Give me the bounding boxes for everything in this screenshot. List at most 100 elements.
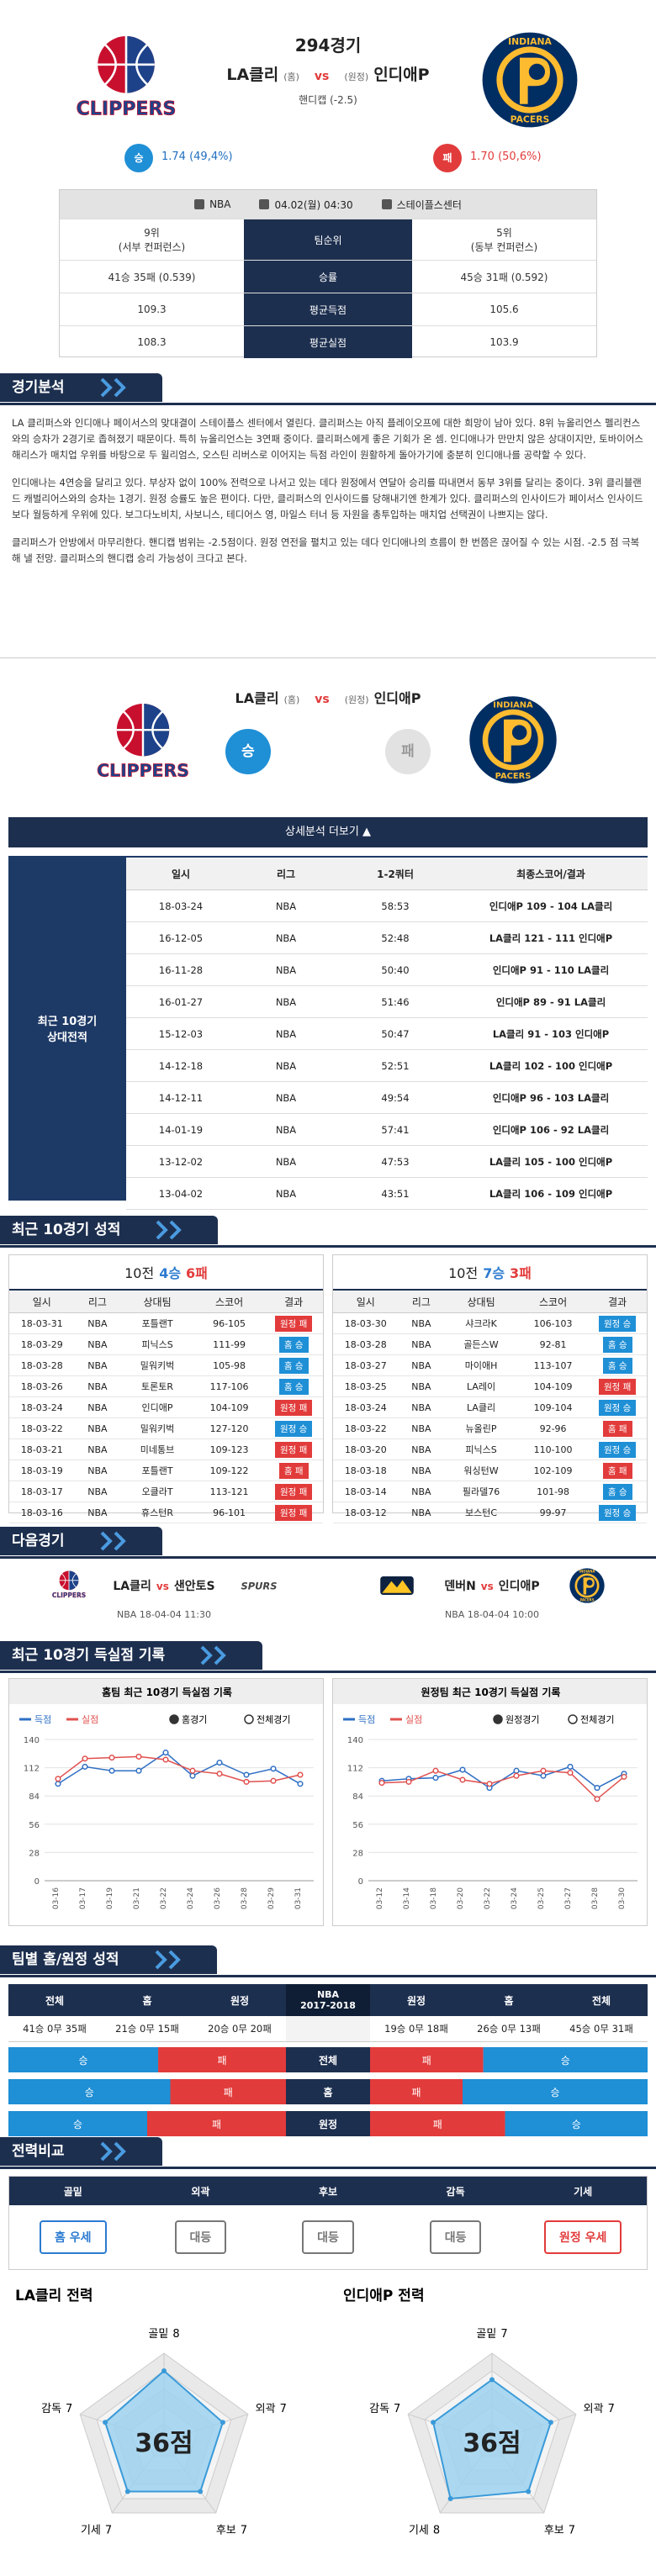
h2h-cell: 52:51 [381, 1059, 410, 1072]
axis-name: 감독 [369, 2403, 389, 2415]
point [594, 1785, 600, 1792]
x-tick-label: 03-20 [457, 1887, 465, 1909]
radar-point [548, 2420, 553, 2426]
recent-cell: 토론토R [141, 1381, 174, 1392]
bar-label: 패 [433, 2119, 442, 2130]
bar [505, 2111, 648, 2136]
x-tick-label: 03-22 [484, 1887, 492, 1909]
point [594, 1796, 600, 1803]
point [567, 1770, 574, 1776]
recent-cell: NBA [411, 1423, 431, 1434]
result-badge: 원정 승 [599, 1504, 637, 1521]
radar-point [447, 2495, 453, 2501]
x-tick-label: 03-22 [160, 1887, 168, 1909]
radar-point [124, 2489, 130, 2494]
y-tick-label: 112 [347, 1765, 363, 1774]
h2h-cell: 15-12-03 [158, 1027, 204, 1040]
column-header: 골밑 [63, 2185, 82, 2198]
info-header: NBA 04.02(월) 04:30 스테이플스센터 [60, 190, 596, 219]
paragraph: 인디애나는 4연승을 달리고 있다. 부상자 없이 100% 전력으로 나서고 … [12, 477, 643, 520]
info-text: 04.02(월) 04:30 [274, 198, 353, 211]
next-teams: 덴버N vs 인디애P [328, 1577, 656, 1594]
legend-label: 득점 [358, 1714, 375, 1725]
recent-row: 18-03-17 NBA 오클라T 113-121 원정 패 [9, 1481, 323, 1502]
bar [158, 2047, 286, 2072]
recent-row: 18-03-20 NBA 피닉스S 110-100 원정 승 [333, 1439, 647, 1460]
team-tag: (원정) [344, 71, 369, 82]
next-info: NBA 18-04-04 11:30 [117, 1609, 211, 1620]
section-title: 최근 10경기 득실점 기록 [0, 1641, 263, 1670]
column-header: 홈 [504, 1994, 514, 2007]
column-header: 일시 [171, 868, 191, 880]
result-cell: 원정 승 [588, 1397, 647, 1417]
logo-text: CLIPPERS [97, 760, 189, 780]
h2h-cell: NBA [275, 900, 297, 912]
result-cell: 원정 승 [264, 1418, 323, 1438]
point [459, 1776, 466, 1783]
point [432, 1767, 439, 1774]
point [189, 1772, 196, 1779]
y-tick-label: 0 [358, 1877, 363, 1887]
info-item: 04.02(월) 04:30 [259, 198, 353, 212]
recent-row: 18-03-30 NBA 샤크라K 106-103 원정 승 [333, 1313, 647, 1334]
result-cell: 원정 승 [588, 1439, 647, 1460]
axis-name: 외곽 [256, 2403, 276, 2415]
recent-cell: 골든스W [463, 1339, 499, 1350]
more-button[interactable]: 상세분석 더보기 ▲ [8, 817, 648, 847]
radar-label: 후보 7 [216, 2524, 247, 2536]
info-row: 41승 35패 (0.539) 승률 45승 31패 (0.592) [60, 260, 596, 293]
radar-label: 기세 7 [81, 2524, 112, 2536]
y-tick-label: 0 [34, 1877, 40, 1887]
y-tick-label: 84 [352, 1792, 363, 1802]
result-badge: 원정 패 [275, 1399, 313, 1416]
bar-label: 패 [217, 2055, 226, 2067]
vs: vs [315, 693, 330, 706]
column-header: 스코어 [539, 1296, 568, 1308]
section-title: 팀별 홈/원정 성적 [0, 1945, 217, 1974]
win-odds: 1.74 (49,4%) [161, 150, 233, 163]
line [57, 1751, 301, 1785]
result-cell: 홈 패 [588, 1418, 647, 1438]
h2h-cell: 13-04-02 [158, 1187, 204, 1200]
y-tick-label: 28 [29, 1849, 40, 1858]
x-tick-label: 03-26 [214, 1887, 222, 1909]
bar-label: 승 [73, 2119, 82, 2130]
section-rule [0, 403, 656, 405]
point [55, 1781, 61, 1787]
vs: vs [156, 1581, 169, 1592]
bar-label: 패 [212, 2119, 221, 2130]
axis-value: 7 [608, 2403, 615, 2415]
section-rule [0, 2167, 656, 2169]
bar-label: 승 [572, 2119, 581, 2130]
compare-cell: 홈 우세 [9, 2205, 137, 2269]
chevron [100, 1531, 126, 1551]
h2h-cell: NBA [275, 1027, 297, 1040]
recent-cell: NBA [411, 1401, 431, 1413]
team-tag: (홈) [283, 694, 300, 705]
logo-text: CLIPPERS [77, 98, 177, 120]
radar-label: 감독 7 [369, 2403, 400, 2415]
recent-cell: NBA [87, 1338, 108, 1350]
team-tag: (홈) [283, 71, 299, 82]
chevron [155, 1950, 181, 1970]
axis-name: 감독 [41, 2403, 61, 2415]
recent-row: 18-03-25 NBA LA레이 104-109 원정 패 [333, 1376, 647, 1397]
radar-point [431, 2420, 436, 2426]
h2h-cell: 58:53 [381, 900, 410, 912]
bar-label: 패 [422, 2055, 431, 2067]
point [162, 1756, 169, 1763]
section-header: 경기분석 [0, 370, 656, 407]
x-tick-label: 03-29 [267, 1887, 276, 1909]
recent-cell: NBA [87, 1401, 108, 1413]
recent-cell: 필라델76 [462, 1486, 500, 1497]
point [82, 1763, 88, 1770]
match-header: CLIPPERS INDIANA PACERS 294경기 LA클리 (홈) vs (원정) 인… [0, 0, 656, 135]
recent-cell: 휴스턴R [141, 1507, 174, 1518]
info-row: 109.3 평균득점 105.6 [60, 293, 596, 325]
section-header: 다음경기 [0, 1523, 656, 1560]
result-badge: 홈 승 [278, 1378, 309, 1395]
h2h-row: 14-01-19 NBA 57:41 인디애P 106 - 92 LA클리 [126, 1114, 648, 1146]
